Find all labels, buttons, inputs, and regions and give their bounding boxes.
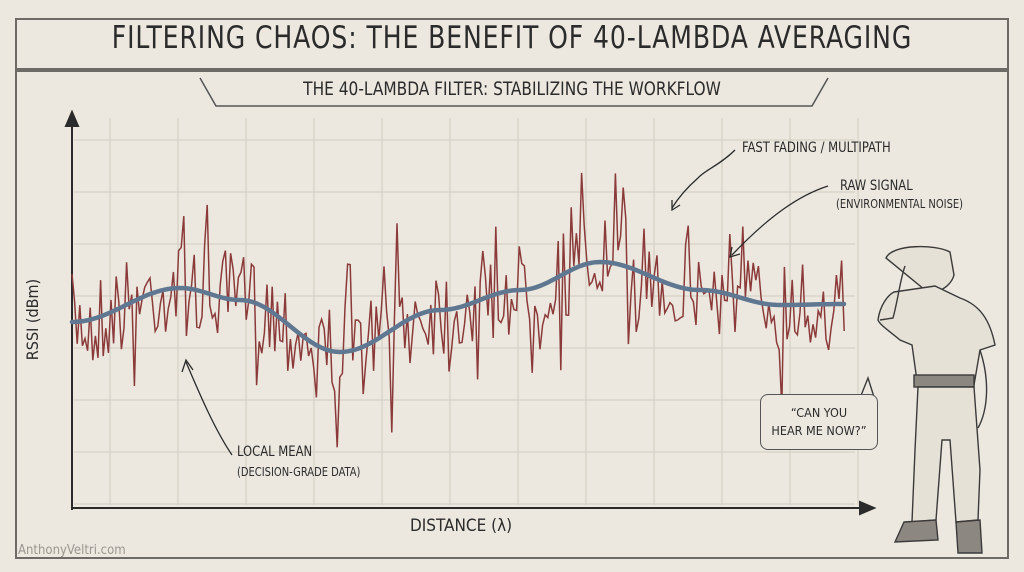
x-axis-label: DISTANCE (λ) — [410, 516, 513, 536]
speech-line-2: HEAR ME NOW?” — [771, 423, 867, 438]
raw-signal-arrowhead — [729, 246, 741, 258]
y-axis — [64, 109, 80, 510]
local-mean-arrow — [185, 361, 233, 456]
watermark: AnthonyVeltri.com — [18, 543, 126, 558]
diagram-frame — [15, 70, 1009, 559]
raw-signal-note: (ENVIRONMENTAL NOISE) — [836, 197, 964, 211]
y-axis-label: RSSI (dBm) — [23, 278, 43, 361]
subtitle: THE 40-LAMBDA FILTER: STABILIZING THE WO… — [303, 78, 721, 100]
fast-fading-label: FAST FADING / MULTIPATH — [742, 140, 891, 156]
subtitle-banner — [199, 77, 829, 107]
x-axis — [72, 500, 877, 516]
fast-fading-arrow — [671, 149, 736, 209]
title-frame — [15, 18, 1009, 70]
raw-signal-arrow — [731, 185, 829, 256]
local-mean-label: LOCAL MEAN — [237, 444, 313, 460]
speech-bubble: “CAN YOU HEAR ME NOW?” — [760, 394, 878, 450]
page-title: FILTERING CHAOS: THE BENEFIT OF 40-LAMBD… — [111, 20, 913, 56]
local-mean-arrowhead — [181, 358, 194, 373]
local-mean-note: (DECISION-GRADE DATA) — [237, 465, 361, 479]
raw-signal-label: RAW SIGNAL — [840, 178, 913, 194]
fast-fading-arrowhead — [671, 200, 681, 212]
raw-signal-line — [71, 172, 845, 448]
local-mean-line — [69, 259, 847, 355]
technician-illustration — [859, 245, 996, 554]
speech-line-1: “CAN YOU — [790, 405, 848, 420]
